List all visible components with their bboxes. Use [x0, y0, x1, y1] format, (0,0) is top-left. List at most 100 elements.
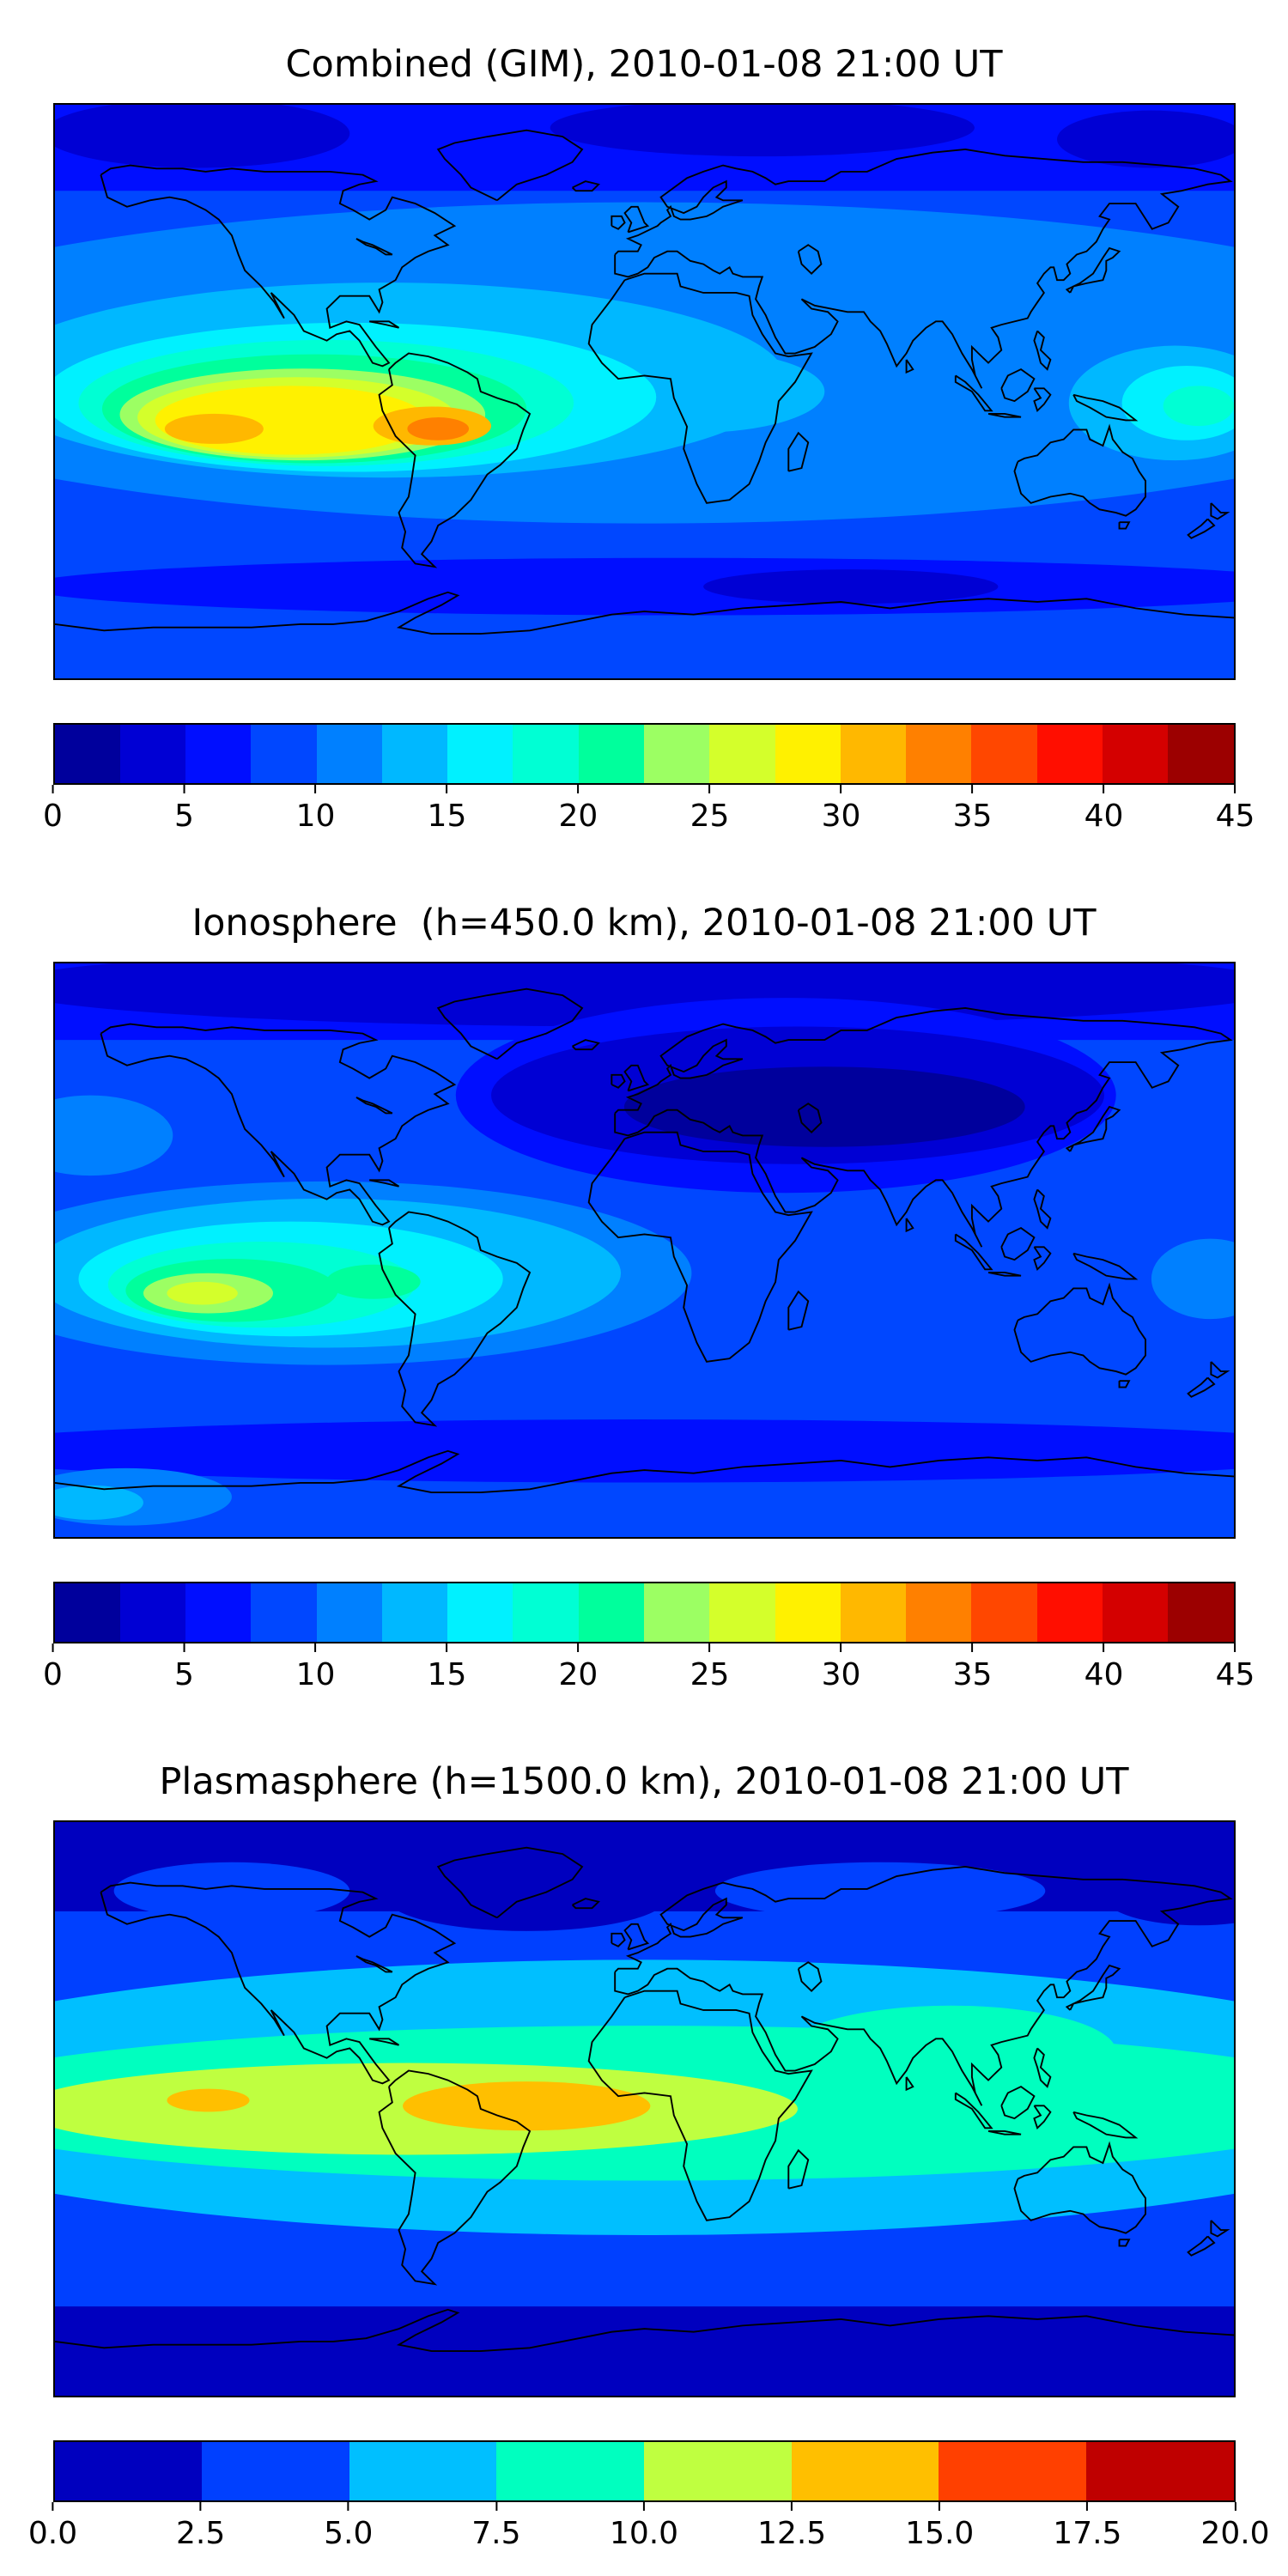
coastline: [1072, 393, 1138, 422]
colorbar-segment: [1103, 725, 1169, 783]
coastline: [1072, 2111, 1138, 2139]
coastline: [1118, 1380, 1131, 1388]
colorbar-tick-label: 20: [559, 1643, 598, 1692]
colorbar-segment: [381, 1583, 448, 1642]
contour-region: [623, 1066, 1025, 1147]
colorbar-tick-label: 40: [1084, 785, 1124, 834]
colorbar-segment: [54, 2442, 203, 2500]
coastline: [1032, 1188, 1051, 1230]
colorbar-tick-label: 10: [296, 1643, 336, 1692]
contour-region: [54, 1095, 173, 1176]
colorbar-tick-label: 0: [43, 785, 63, 834]
coastline: [1065, 1105, 1121, 1152]
coastline: [1209, 2220, 1230, 2238]
colorbar-segment: [202, 2442, 349, 2500]
colorbar-tick-label: 45: [1216, 785, 1255, 834]
coastline: [436, 1846, 583, 1919]
world-map-ionosphere: [54, 963, 1234, 1537]
panel-plasmasphere: Plasmasphere (h=1500.0 km), 2010-01-08 2…: [0, 1717, 1288, 2576]
coastline: [613, 1866, 1233, 2106]
colorbar-segment: [251, 725, 317, 783]
coastline: [1012, 423, 1146, 517]
panel-title-combined: Combined (GIM), 2010-01-08 21:00 UT: [285, 43, 1003, 86]
coastline: [999, 368, 1036, 403]
coastline: [1186, 2235, 1216, 2257]
colorbar-tick-label: 12.5: [757, 2502, 826, 2551]
coastline: [987, 412, 1021, 418]
contour-region: [406, 417, 469, 440]
colorbar-segment: [939, 2442, 1086, 2500]
colorbar-tick-label: 15: [428, 785, 467, 834]
coastline: [571, 1039, 600, 1051]
coastline: [1012, 1282, 1146, 1376]
coastline: [54, 2308, 1234, 2352]
colorbar-tick-label: 10: [296, 785, 336, 834]
coastline: [1032, 2105, 1052, 2130]
coastline: [954, 2092, 993, 2129]
colorbar-segment: [971, 725, 1037, 783]
coastline: [1012, 2141, 1146, 2234]
coastline: [54, 591, 1234, 635]
colorbar-segment: [840, 1583, 907, 1642]
colorbar-segment: [251, 1583, 317, 1642]
coastline: [1032, 387, 1052, 413]
panel-title-plasmasphere: Plasmasphere (h=1500.0 km), 2010-01-08 2…: [159, 1760, 1129, 1803]
coastline: [368, 320, 399, 329]
world-map-combined: [54, 105, 1234, 678]
coastline: [797, 1103, 823, 1133]
colorbar-tick-label: 10.0: [610, 2502, 678, 2551]
coastline: [623, 1923, 649, 1951]
colorbar-tick-label: 5.0: [324, 2502, 373, 2551]
contour-region: [166, 2088, 250, 2112]
contour-region: [54, 105, 349, 168]
coastline: [1118, 521, 1131, 530]
coastline: [378, 1211, 531, 1427]
colorbar-segment: [709, 725, 775, 783]
colorbar-tick-label: 0.0: [28, 2502, 77, 2551]
coastline: [954, 1233, 993, 1271]
coastline: [587, 272, 813, 504]
colorbar-segment: [578, 1583, 645, 1642]
colorbar-segment: [447, 1583, 513, 1642]
coastline: [797, 1961, 823, 1992]
colorbar-tick-label: 5: [174, 1643, 194, 1692]
coastline: [610, 1073, 626, 1089]
contour-region: [113, 1862, 349, 1920]
colorbar-segment: [119, 1583, 186, 1642]
coastline: [1072, 1252, 1138, 1280]
colorbar-segment: [513, 1583, 579, 1642]
colorbar-segment: [775, 725, 841, 783]
colorbar-tick-label: 0: [43, 1643, 63, 1692]
contour-region: [1103, 1868, 1234, 1926]
coastline: [1186, 518, 1216, 539]
colorbar-tick-label: 7.5: [471, 2502, 520, 2551]
colorbar-plasmasphere: [52, 2440, 1236, 2502]
coastline: [1065, 246, 1121, 294]
colorbar-segment: [513, 725, 579, 783]
colorbar-tick-label: 15: [428, 1643, 467, 1692]
colorbar-tick-label: 17.5: [1053, 2502, 1121, 2551]
colorbar-combined: [52, 723, 1236, 785]
colorbar-segment: [644, 725, 710, 783]
coastline: [954, 374, 993, 412]
contour-region: [54, 557, 1234, 616]
coastline: [1209, 1361, 1230, 1379]
coastline: [613, 149, 1233, 389]
colorbar-segment: [496, 2442, 644, 2500]
colorbar-segment: [381, 725, 448, 783]
coastline: [623, 205, 649, 234]
colorbar-tick-label: 5: [174, 785, 194, 834]
coastline: [99, 1881, 456, 2085]
map-plasmasphere: [52, 1820, 1236, 2397]
coastline: [905, 1218, 914, 1233]
colorbar-segment: [971, 1583, 1037, 1642]
colorbar-segment: [349, 2442, 497, 2500]
colorbar-segment: [840, 725, 907, 783]
colorbar-segment: [54, 725, 120, 783]
map-combined: [52, 103, 1236, 680]
coastline: [610, 215, 626, 230]
colorbar-tick-label: 30: [822, 785, 861, 834]
colorbar-tick-label: 2.5: [176, 2502, 225, 2551]
colorbar-segment: [447, 725, 513, 783]
coastline: [1032, 330, 1051, 371]
